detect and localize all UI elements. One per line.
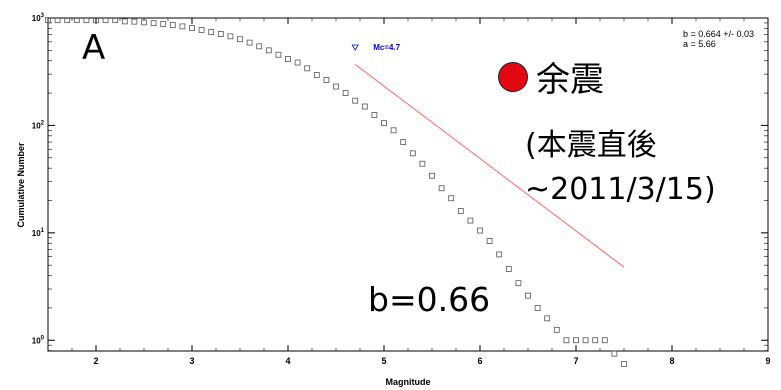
data-point (486, 238, 493, 244)
data-point (323, 77, 330, 83)
mc-marker-icon (351, 44, 359, 51)
data-point (294, 59, 301, 66)
data-points (45, 17, 627, 367)
data-point (246, 39, 253, 46)
data-point (189, 25, 195, 32)
y-tick-label: 101 (32, 228, 45, 238)
b-value-stat: b = 0.664 +/- 0.03 (683, 29, 755, 39)
data-point (534, 305, 541, 311)
data-point (525, 292, 531, 299)
data-point (73, 17, 80, 24)
data-point (313, 72, 320, 78)
data-point (112, 17, 119, 24)
data-point (54, 17, 61, 24)
annotations: Mc=4.7 (351, 43, 401, 52)
x-tick-label: 8 (669, 356, 674, 366)
data-point (275, 51, 282, 58)
data-point (505, 266, 512, 272)
x-tick-label: 6 (477, 356, 482, 366)
data-point (438, 185, 445, 192)
x-axis-label: Magnitude (386, 377, 431, 387)
legend-note-line-1: (本震直後 (525, 128, 657, 163)
x-tick-label: 2 (93, 356, 98, 366)
x-tick-label: 5 (381, 356, 386, 366)
x-tick-label: 4 (285, 356, 290, 366)
data-point (265, 47, 272, 54)
fit-lines (354, 63, 625, 268)
data-point (409, 150, 416, 157)
x-tick-label: 9 (765, 356, 770, 366)
y-tick-label: 102 (32, 120, 45, 130)
data-point (611, 350, 618, 357)
data-point (390, 127, 397, 134)
data-point (93, 17, 99, 24)
data-point (553, 326, 560, 333)
data-point (515, 280, 522, 287)
data-point (121, 18, 128, 25)
data-point (208, 29, 215, 35)
data-point (169, 22, 176, 28)
data-point (179, 23, 186, 30)
data-point (45, 17, 51, 24)
mc-annotation-label: Mc=4.7 (373, 43, 400, 52)
data-point (582, 337, 589, 344)
data-point (448, 195, 455, 202)
x-tick-label: 7 (573, 356, 578, 366)
data-point (64, 17, 71, 24)
data-point (256, 43, 263, 50)
data-point (237, 36, 243, 43)
data-point (361, 103, 368, 110)
axis-ticks: 2 3 4 5 6 7 8 9 100 101 102 103 (32, 13, 771, 366)
legend-note-line-2: ~2011/3/15) (525, 172, 716, 207)
data-point (573, 337, 579, 344)
data-point (102, 17, 109, 24)
data-point (198, 26, 205, 33)
data-point (544, 315, 551, 322)
a-value-stat: a = 5.66 (683, 39, 716, 49)
data-point (217, 31, 224, 37)
data-point (141, 19, 147, 26)
data-point (601, 337, 608, 344)
data-point (150, 20, 157, 27)
data-point (381, 120, 387, 127)
b-value-annotation: b=0.66 (368, 280, 491, 319)
data-point (592, 337, 599, 344)
legend-label: 余震 (536, 60, 604, 100)
data-point (400, 139, 407, 145)
legend: 余震 (498, 52, 604, 101)
data-point (496, 251, 503, 258)
data-point (342, 90, 349, 96)
data-point (419, 160, 426, 167)
data-point (621, 361, 627, 367)
data-point (477, 227, 483, 234)
data-point (304, 65, 311, 72)
y-tick-label: 103 (32, 13, 45, 23)
y-axis-label: Cumulative Number (16, 142, 26, 228)
data-point (227, 33, 234, 40)
data-point (333, 83, 339, 90)
y-tick-label: 100 (32, 335, 45, 345)
panel-label: A (82, 28, 106, 68)
data-point (467, 217, 474, 224)
fit-line (354, 63, 625, 268)
data-point (563, 337, 570, 344)
data-point (285, 56, 291, 62)
data-point (160, 21, 167, 27)
data-point (83, 17, 90, 24)
data-point (352, 97, 359, 104)
data-point (429, 172, 435, 179)
legend-red-dot-icon (498, 61, 528, 92)
data-point (131, 18, 138, 25)
x-tick-label: 3 (189, 356, 194, 366)
data-point (371, 112, 378, 118)
data-point (457, 208, 464, 214)
